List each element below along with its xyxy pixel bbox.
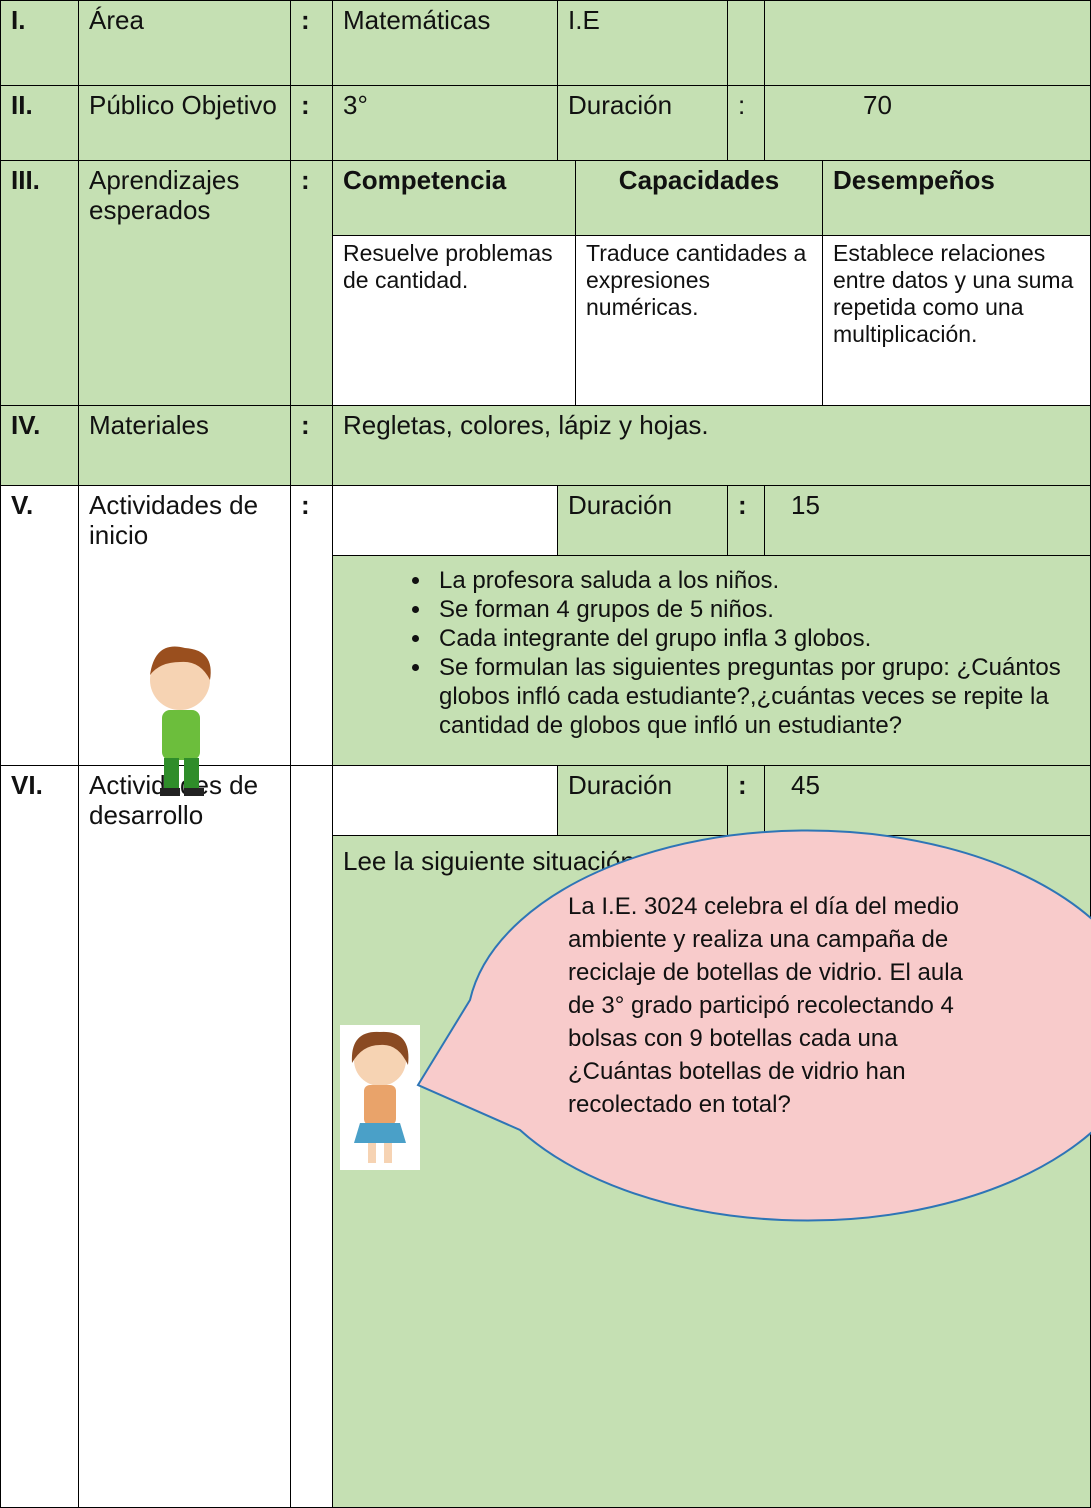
column-header: Competencia xyxy=(332,160,576,236)
colon: : xyxy=(290,485,333,766)
column-header: Capacidades xyxy=(575,160,823,236)
row-label: Área xyxy=(78,0,291,86)
field: Duración xyxy=(557,765,728,836)
row-number: II. xyxy=(0,85,79,161)
field-value: 15 xyxy=(764,485,1091,556)
row-number: III. xyxy=(0,160,79,406)
bullet-item: Se formulan las siguientes preguntas por… xyxy=(433,653,1090,740)
row-label: Público Objetivo xyxy=(78,85,291,161)
competency-cell: Establece relaciones entre datos y una s… xyxy=(822,235,1091,406)
row-number: I. xyxy=(0,0,79,86)
row-number: IV. xyxy=(0,405,79,486)
row-number: VI. xyxy=(0,765,79,1508)
empty-cell xyxy=(332,765,558,836)
empty-cell xyxy=(332,485,558,556)
row-number: V. xyxy=(0,485,79,766)
value: 3° xyxy=(332,85,558,161)
bullet-item: Cada integrante del grupo infla 3 globos… xyxy=(433,624,1090,653)
field-value: 45 xyxy=(764,765,1091,836)
bubble-text: La I.E. 3024 celebra el día del medio am… xyxy=(568,893,963,1118)
field: Duración xyxy=(557,85,728,161)
colon: : xyxy=(727,765,765,836)
colon: : xyxy=(290,85,333,161)
colon: : xyxy=(290,405,333,486)
value: Matemáticas xyxy=(332,0,558,86)
column-header: Desempeños xyxy=(822,160,1091,236)
empty-cell xyxy=(727,0,765,86)
activities-box: La profesora saluda a los niños.Se forma… xyxy=(332,555,1091,824)
field: I.E xyxy=(557,0,728,86)
value: Regletas, colores, lápiz y hojas. xyxy=(332,405,1091,486)
competency-cell: Resuelve problemas de cantidad. xyxy=(332,235,576,406)
bullet-list: La profesora saluda a los niños.Se forma… xyxy=(333,566,1090,740)
empty-cell xyxy=(764,0,1091,86)
row-label: Actividades de desarrollo xyxy=(78,765,291,1508)
empty-cell xyxy=(290,765,333,1508)
colon: : xyxy=(290,160,333,406)
row-label: Actividades de inicio xyxy=(78,485,291,766)
competency-cell: Traduce cantidades a expresiones numéric… xyxy=(575,235,823,406)
row-label: Materiales xyxy=(78,405,291,486)
field-value: 70 xyxy=(764,85,1091,161)
field: Duración xyxy=(557,485,728,556)
row-label: Aprendizajes esperados xyxy=(78,160,291,406)
colon: : xyxy=(727,85,765,161)
bullet-item: La profesora saluda a los niños. xyxy=(433,566,1090,595)
colon: : xyxy=(290,0,333,86)
bullet-item: Se forman 4 grupos de 5 niños. xyxy=(433,595,1090,624)
colon: : xyxy=(727,485,765,556)
